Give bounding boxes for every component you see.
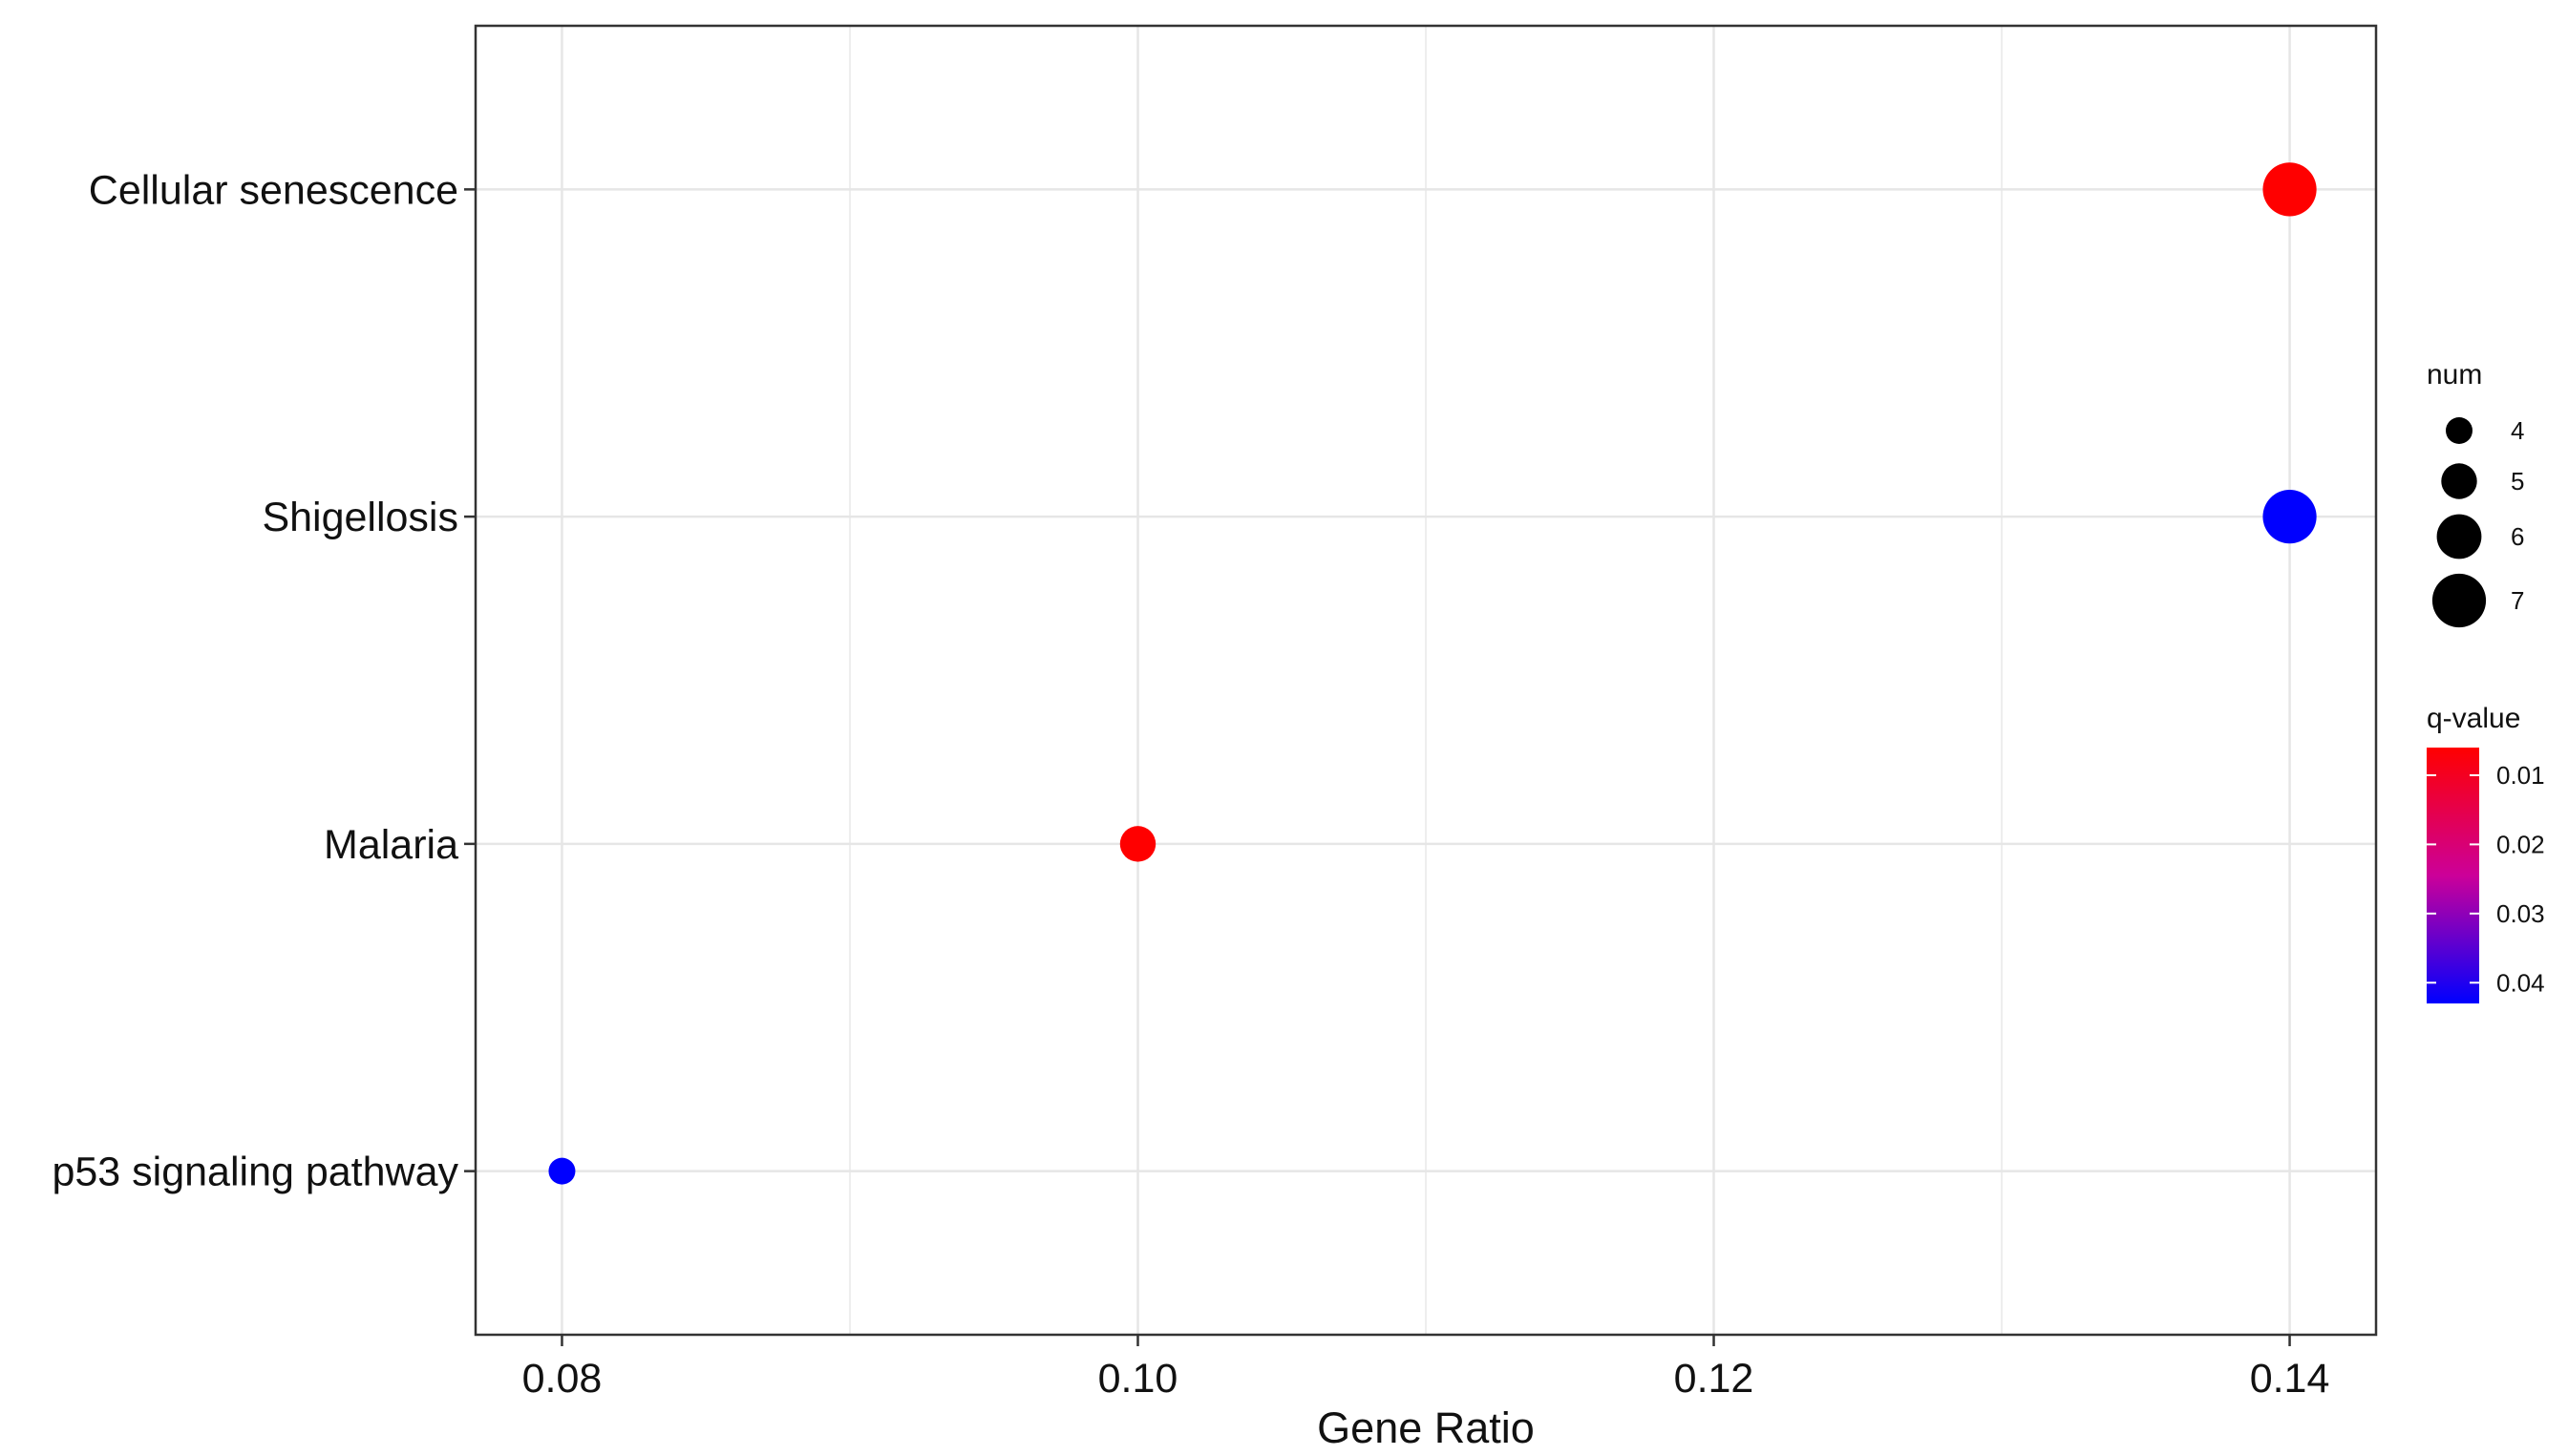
color-legend-label: 0.02 bbox=[2496, 830, 2545, 858]
x-tick-label: 0.14 bbox=[2250, 1356, 2330, 1402]
color-bar bbox=[2427, 748, 2479, 1003]
plot-panel bbox=[474, 24, 2378, 1337]
color-legend-label: 0.01 bbox=[2496, 761, 2545, 790]
size-legend-label: 7 bbox=[2511, 586, 2524, 615]
size-legend-key bbox=[2436, 514, 2482, 559]
data-point bbox=[2262, 162, 2317, 217]
size-legend-label: 5 bbox=[2511, 467, 2524, 496]
data-point bbox=[548, 1157, 576, 1185]
x-tick-label: 0.08 bbox=[522, 1356, 603, 1402]
color-bar-ticks: 0.01 0.02 0.03 0.04 bbox=[2427, 761, 2545, 997]
size-legend-label: 4 bbox=[2511, 416, 2524, 445]
size-legend-key bbox=[2431, 573, 2487, 628]
color-legend: q-value 0.01 0.02 0.03 0.04 bbox=[2427, 703, 2545, 1003]
color-legend-title: q-value bbox=[2427, 703, 2520, 734]
color-legend-label: 0.04 bbox=[2496, 968, 2545, 997]
y-axis-ticks bbox=[464, 188, 476, 1172]
size-legend: num 4 5 6 7 bbox=[2427, 359, 2524, 628]
x-tick-label: 0.10 bbox=[1098, 1356, 1178, 1402]
major-gridlines bbox=[476, 26, 2376, 1335]
y-tick-label: Malaria bbox=[324, 822, 458, 868]
color-legend-label: 0.03 bbox=[2496, 899, 2545, 928]
size-legend-label: 6 bbox=[2511, 522, 2524, 551]
size-legend-key bbox=[2446, 417, 2472, 444]
y-axis-tick-labels: Cellular senescence Shigellosis Malaria p53… bbox=[52, 167, 458, 1194]
size-legend-key bbox=[2441, 463, 2477, 499]
size-legend-items: 4 5 6 7 bbox=[2431, 416, 2524, 628]
data-point bbox=[1119, 826, 1157, 862]
x-axis-tick-labels: 0.08 0.10 0.12 0.14 bbox=[522, 1356, 2330, 1402]
x-axis-title: Gene Ratio bbox=[1317, 1403, 1535, 1452]
y-tick-label: Shigellosis bbox=[262, 495, 458, 540]
minor-gridlines bbox=[848, 26, 2004, 1335]
size-legend-title: num bbox=[2427, 359, 2482, 390]
data-points bbox=[548, 162, 2317, 1185]
data-point bbox=[2262, 490, 2317, 544]
y-tick-label: p53 signaling pathway bbox=[52, 1150, 458, 1195]
y-tick-label: Cellular senescence bbox=[89, 167, 458, 213]
x-tick-label: 0.12 bbox=[1674, 1356, 1754, 1402]
panel-border bbox=[474, 24, 2378, 1337]
x-axis-ticks bbox=[561, 1335, 2291, 1346]
